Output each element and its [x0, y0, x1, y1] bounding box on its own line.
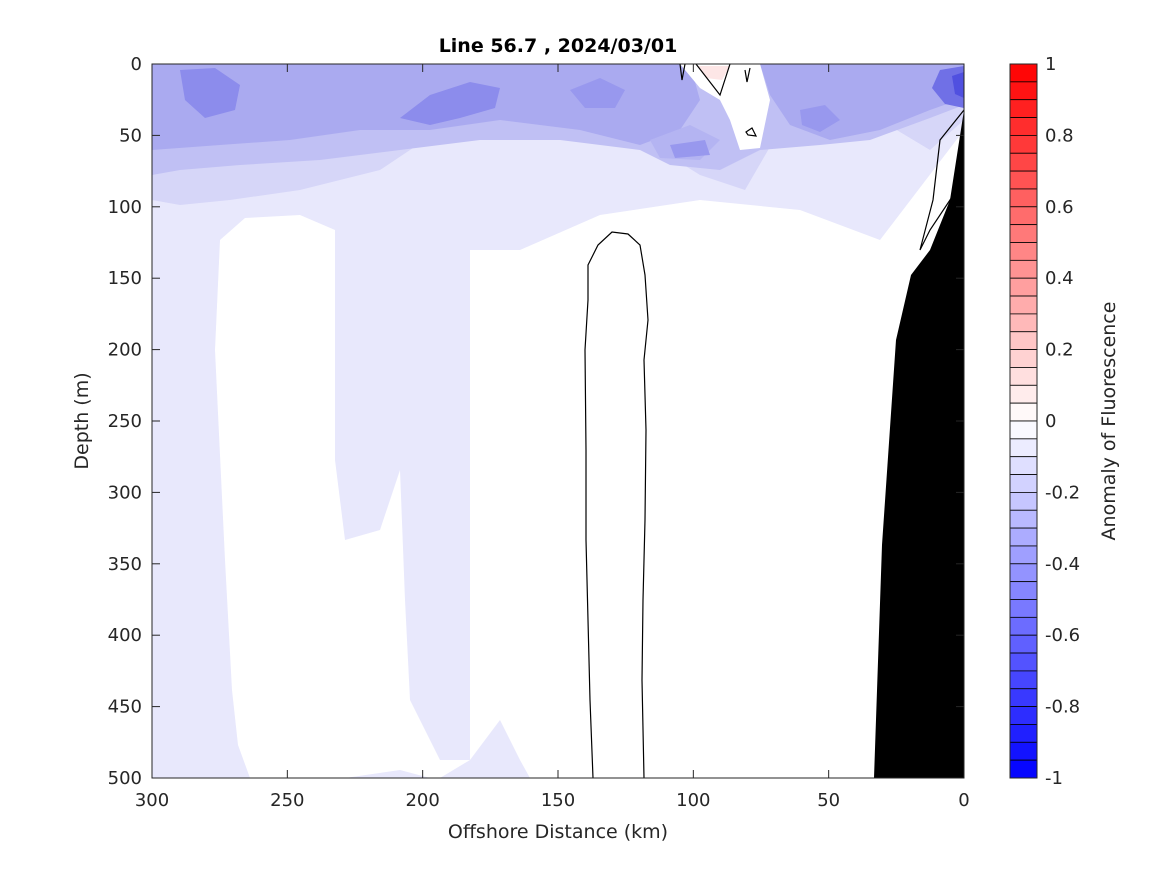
- x-tick-label: 0: [958, 790, 969, 811]
- colorbar-level: [1009, 509, 1038, 529]
- colorbar-level: [1009, 616, 1038, 636]
- colorbar-level: [1009, 563, 1038, 583]
- colorbar-level: [1009, 206, 1038, 226]
- chart-title: Line 56.7 , 2024/03/01: [439, 35, 678, 57]
- y-axis-label: Depth (m): [71, 372, 93, 469]
- colorbar-tick-label: -0.6: [1045, 625, 1080, 646]
- y-tick-label: 100: [108, 197, 142, 218]
- colorbar-level: [1009, 474, 1038, 493]
- colorbar-level: [1009, 242, 1038, 261]
- colorbar-level: [1009, 545, 1038, 565]
- colorbar-level: [1009, 402, 1038, 422]
- colorbar-level: [1009, 367, 1038, 386]
- y-tick-label: 400: [108, 625, 142, 646]
- colorbar-label: Anomaly of Fluorescence: [1098, 302, 1120, 541]
- colorbar-level: [1009, 295, 1038, 315]
- colorbar-tick-label: 0.6: [1045, 197, 1074, 218]
- x-tick-label: 200: [405, 790, 439, 811]
- colorbar-level: [1009, 634, 1038, 654]
- y-tick-label: 350: [108, 554, 142, 575]
- y-axis: 0 50 100 150 200 250 300 350 400 450 500: [108, 54, 964, 789]
- colorbar-tick-label: 0.4: [1045, 268, 1074, 289]
- colorbar-tick-label: 0: [1045, 411, 1056, 432]
- colorbar-level: [1009, 384, 1038, 404]
- deep-weak-anomaly-fill: [345, 720, 530, 778]
- colorbar-level: [1009, 741, 1038, 761]
- x-tick-label: 250: [270, 790, 304, 811]
- weak-anomaly-fill: [152, 64, 964, 778]
- colorbar-tick-label: 0.2: [1045, 340, 1074, 361]
- negative-core-4: [800, 105, 840, 132]
- y-tick-label: 450: [108, 697, 142, 718]
- colorbar-level: [1009, 152, 1038, 172]
- y-tick-label: 150: [108, 268, 142, 289]
- y-tick-label: 50: [119, 125, 142, 146]
- negative-core-2: [400, 82, 500, 125]
- colorbar-level: [1009, 99, 1038, 118]
- negative-core-7: [952, 72, 964, 98]
- colorbar-level: [1009, 63, 1038, 83]
- x-tick-label: 50: [817, 790, 840, 811]
- colorbar-level: [1009, 491, 1038, 511]
- colorbar-frame: [1009, 63, 1038, 779]
- x-tick-label: 100: [676, 790, 710, 811]
- colorbar-level: [1009, 349, 1038, 368]
- y-tick-label: 500: [108, 768, 142, 789]
- x-tick-label: 300: [135, 790, 169, 811]
- x-tick-label: 150: [541, 790, 575, 811]
- y-tick-label: 250: [108, 411, 142, 432]
- negative-core-3: [570, 78, 625, 108]
- colorbar-tick-label: -0.2: [1045, 482, 1080, 503]
- near-zero-gap: [680, 64, 770, 150]
- colorbar-level: [1009, 652, 1038, 672]
- colorbar-level: [1009, 581, 1038, 600]
- zero-contour-column: [584, 231, 649, 778]
- colorbar-tick-label: -0.8: [1045, 697, 1080, 718]
- colorbar-ticks: 1 0.8 0.6 0.4 0.2 0 -0.2 -0.4 -0.6 -0.8 -1: [1045, 54, 1080, 789]
- zero-contour-surface-1: [679, 64, 751, 97]
- y-tick-label: 0: [131, 54, 142, 75]
- colorbar-level: [1009, 724, 1038, 743]
- colorbar-level: [1009, 170, 1038, 190]
- colorbar-level: [1009, 438, 1038, 458]
- colorbar-level: [1009, 224, 1038, 243]
- colorbar-level: [1009, 670, 1038, 690]
- colorbar-level: [1009, 259, 1038, 279]
- x-axis: 300 250 200 150 100 50 0: [135, 64, 970, 811]
- y-tick-label: 300: [108, 482, 142, 503]
- colorbar-level: [1009, 420, 1038, 440]
- colorbar-level: [1009, 81, 1038, 101]
- colorbar-level: [1009, 527, 1038, 547]
- colorbar-level: [1009, 759, 1038, 779]
- colorbar-level: [1009, 599, 1038, 618]
- colorbar-level: [1009, 117, 1038, 136]
- plot-area: [152, 64, 964, 778]
- negative-core-5: [670, 140, 710, 158]
- colorbar-tick-label: -1: [1045, 768, 1063, 789]
- y-tick-label: 200: [108, 340, 142, 361]
- colorbar: [1009, 63, 1038, 779]
- bathymetry: [874, 110, 964, 778]
- colorbar-level: [1009, 277, 1038, 297]
- colorbar-level: [1009, 688, 1038, 708]
- colorbar-level: [1009, 134, 1038, 154]
- negative-core-1: [180, 68, 240, 118]
- colorbar-tick-label: 0.8: [1045, 125, 1074, 146]
- colorbar-level: [1009, 188, 1038, 208]
- colorbar-level: [1009, 706, 1038, 725]
- colorbar-tick-label: 1: [1045, 54, 1056, 75]
- colorbar-tick-label: -0.4: [1045, 554, 1080, 575]
- x-axis-label: Offshore Distance (km): [448, 821, 668, 843]
- colorbar-level: [1009, 456, 1038, 475]
- colorbar-level: [1009, 313, 1038, 333]
- colorbar-level: [1009, 331, 1038, 351]
- zero-contour-small-loop: [745, 127, 758, 137]
